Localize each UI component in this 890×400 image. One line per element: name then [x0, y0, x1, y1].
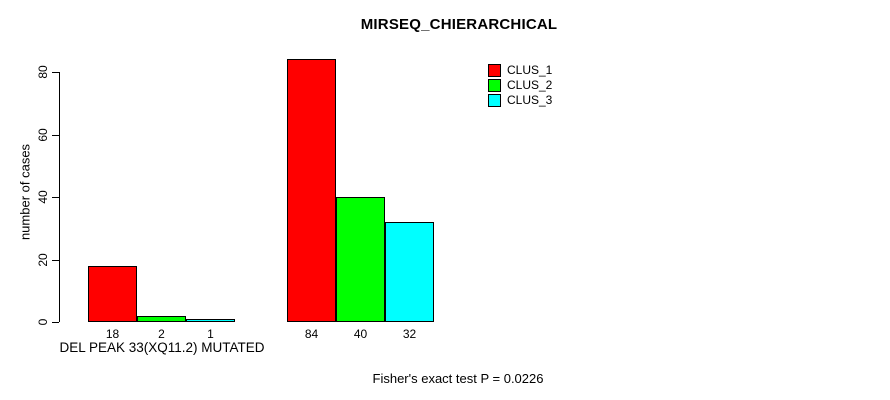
bar-clus_3-group1: [186, 319, 235, 322]
y-axis-line: [59, 72, 60, 322]
y-tick-label: 60: [36, 128, 50, 142]
y-tick-label: 40: [36, 190, 50, 204]
legend-row-clus2: CLUS_2: [488, 79, 552, 92]
bar-value-label: 40: [353, 327, 368, 341]
bar-clus_2-group2: [336, 197, 385, 322]
legend: CLUS_1 CLUS_2 CLUS_3: [488, 64, 552, 109]
legend-row-clus1: CLUS_1: [488, 64, 552, 77]
clus1-color-swatch: [488, 64, 501, 77]
y-axis-tick: [52, 322, 59, 323]
bar-value-label: 84: [304, 327, 319, 341]
chart-title: MIRSEQ_CHIERARCHICAL: [360, 16, 558, 33]
y-axis-tick: [52, 197, 59, 198]
bar-value-label: 18: [105, 327, 120, 341]
y-axis-tick: [52, 72, 59, 73]
y-axis-tick: [52, 135, 59, 136]
bar-value-label: 32: [402, 327, 417, 341]
fisher-test-caption: Fisher's exact test P = 0.0226: [372, 371, 544, 386]
clus3-color-swatch: [488, 94, 501, 107]
bar-value-label: 1: [207, 327, 214, 341]
y-axis-tick: [52, 260, 59, 261]
legend-row-clus3: CLUS_3: [488, 94, 552, 107]
y-tick-label: 20: [36, 253, 50, 267]
legend-label-clus2: CLUS_2: [507, 78, 553, 92]
legend-label-clus3: CLUS_3: [507, 93, 553, 107]
bar-value-label: 2: [158, 327, 165, 341]
group1-axis-label: DEL PEAK 33(XQ11.2) MUTATED: [59, 340, 265, 355]
y-axis-title: number of cases: [17, 143, 33, 241]
bar-clus_1-group2: [287, 59, 336, 322]
bar-clus_1-group1: [88, 266, 137, 322]
bar-clus_3-group2: [385, 222, 434, 322]
y-tick-label: 80: [36, 65, 50, 79]
y-tick-label: 0: [36, 318, 50, 326]
clus2-color-swatch: [488, 79, 501, 92]
legend-label-clus1: CLUS_1: [507, 63, 553, 77]
bar-clus_2-group1: [137, 316, 186, 322]
